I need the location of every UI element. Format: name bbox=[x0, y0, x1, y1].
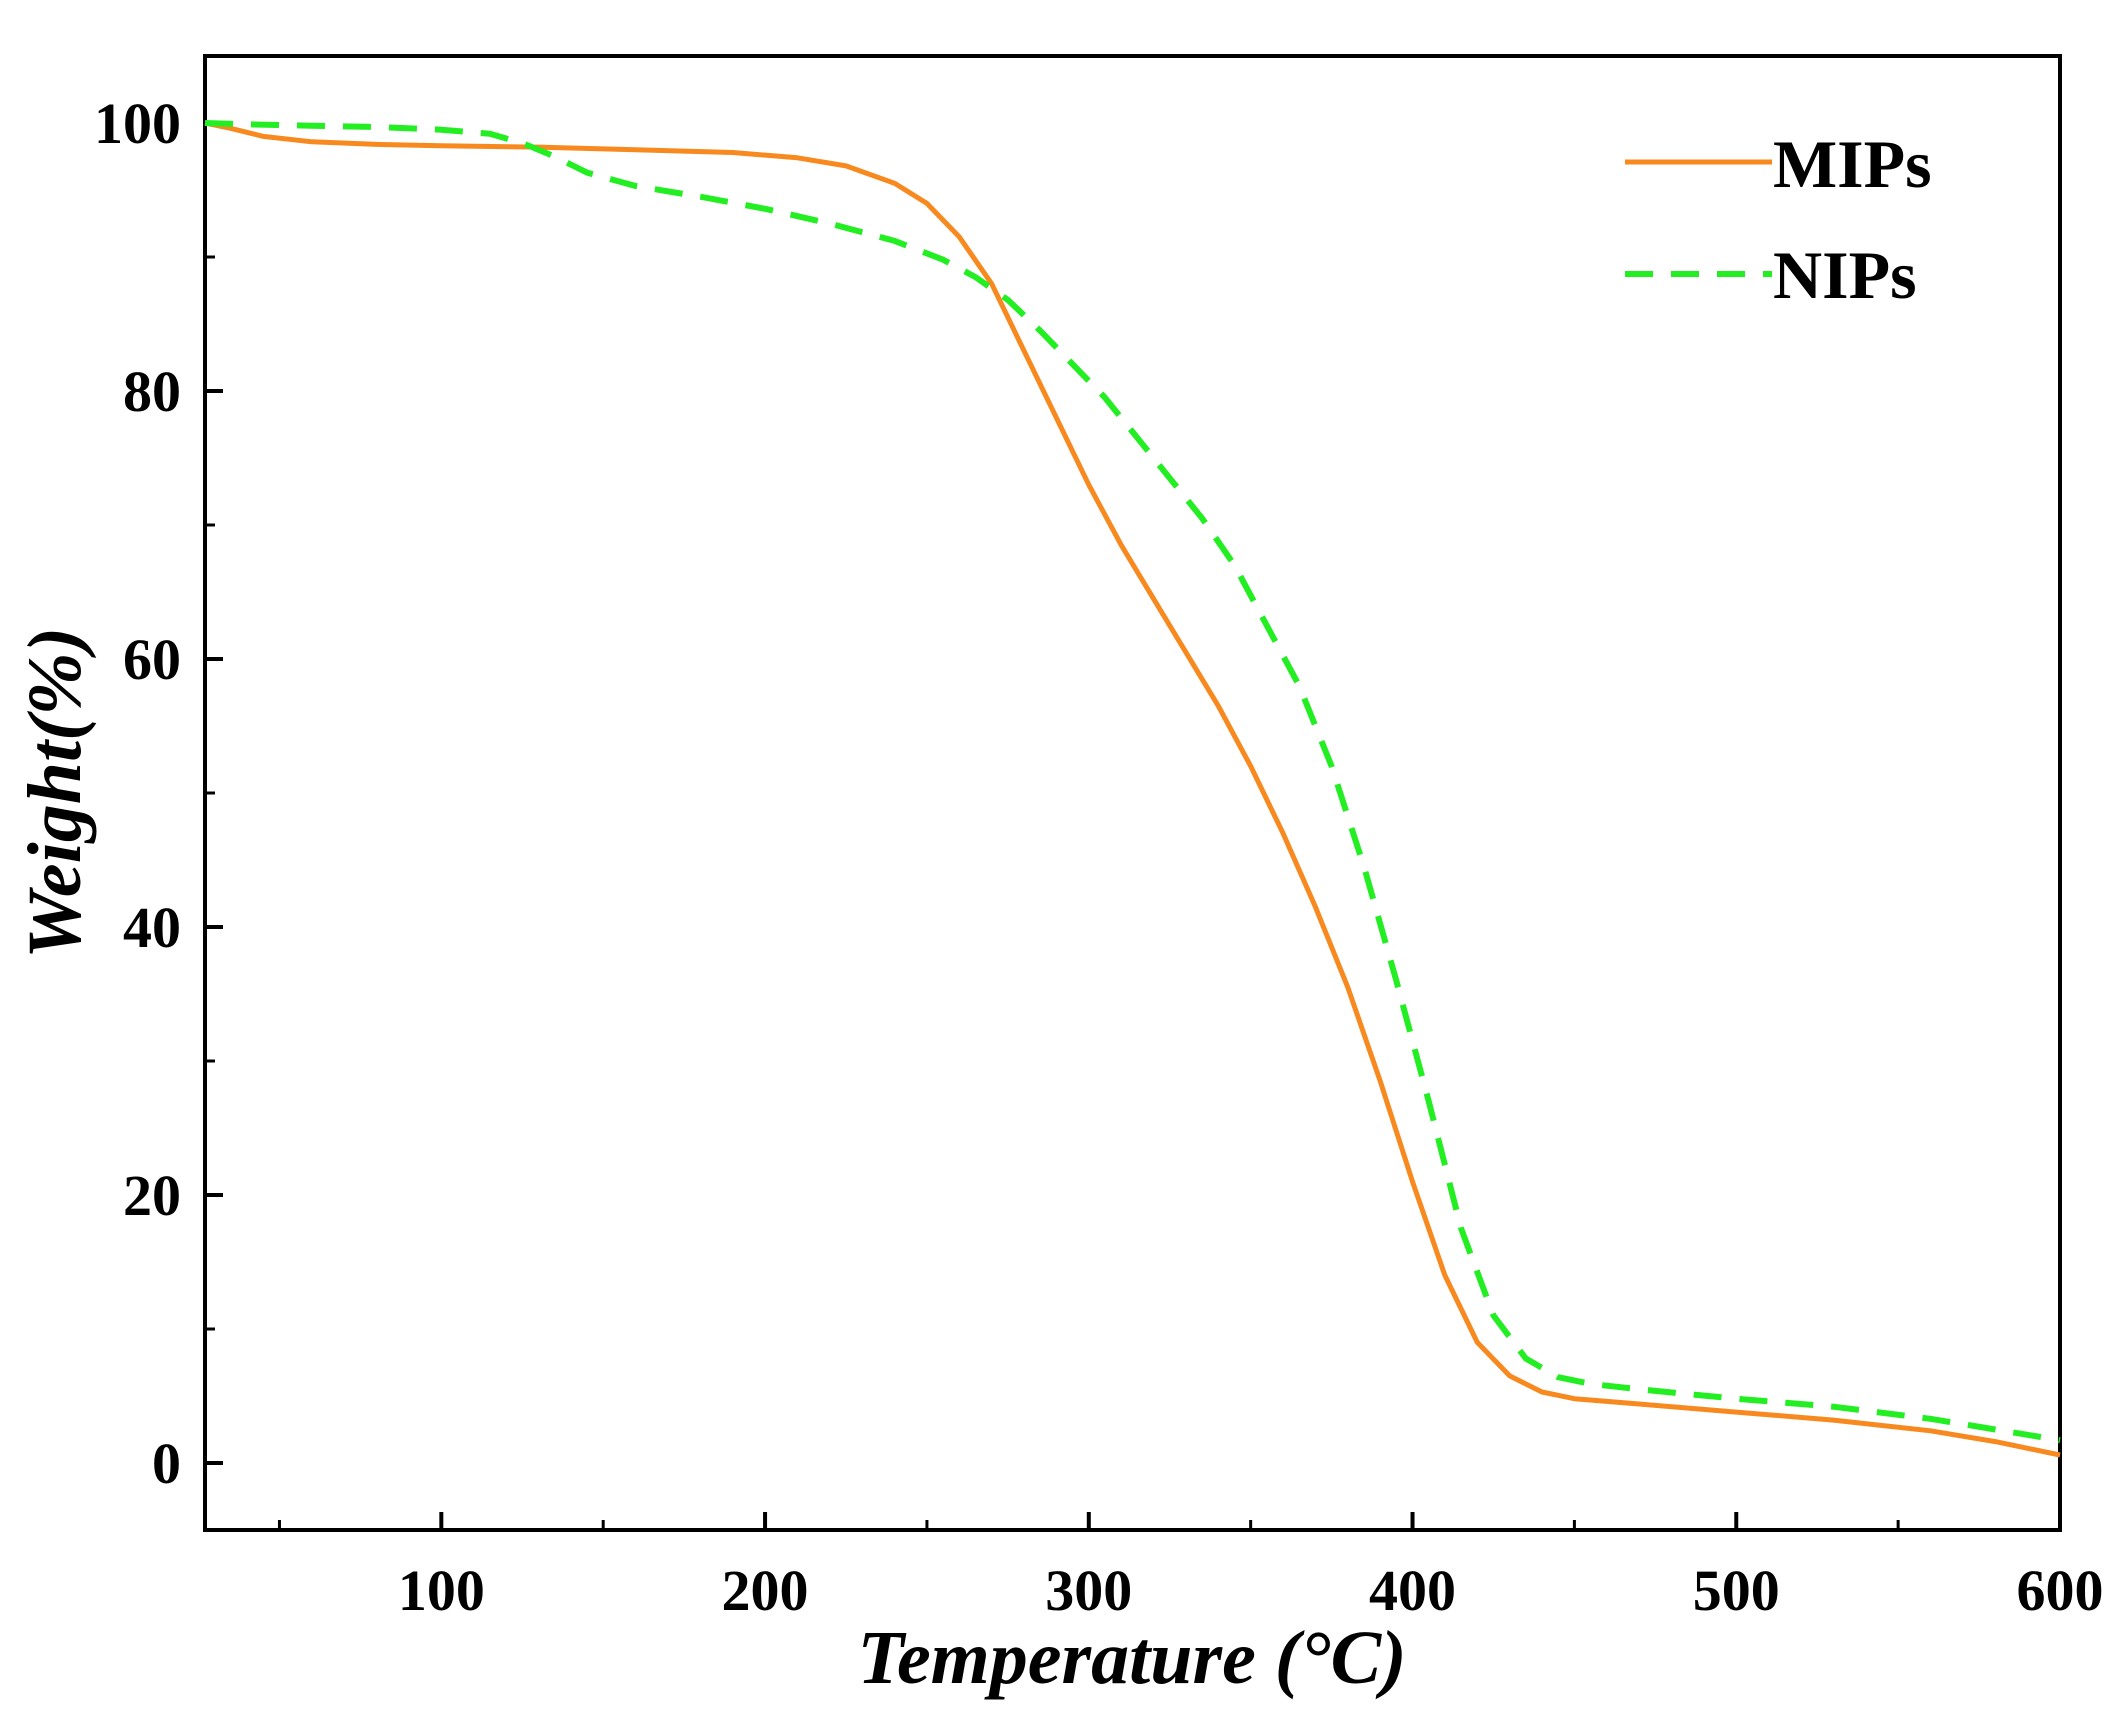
legend: MIPs NIPs bbox=[1625, 126, 1932, 313]
y-tick-label-0: 0 bbox=[152, 1431, 181, 1496]
y-tick-label-60: 60 bbox=[123, 627, 181, 692]
y-axis-title: Weight(%) bbox=[13, 627, 97, 959]
x-tick-label-600: 600 bbox=[2017, 1558, 2104, 1623]
x-tick-label-300: 300 bbox=[1045, 1558, 1132, 1623]
series-group bbox=[204, 120, 2061, 1458]
x-tick-label-500: 500 bbox=[1693, 1558, 1780, 1623]
x-axis-title: Temperature (°C) bbox=[858, 1616, 1407, 1700]
series-line-nips bbox=[204, 120, 2061, 1444]
x-tick-label-400: 400 bbox=[1369, 1558, 1456, 1623]
plot-area bbox=[203, 54, 2062, 1532]
x-tick-label-200: 200 bbox=[722, 1558, 809, 1623]
y-tick-label-80: 80 bbox=[123, 359, 181, 424]
x-axis-ticks: 100 200 300 400 500 600 bbox=[277, 1512, 2104, 1623]
x-tick-label-100: 100 bbox=[398, 1558, 485, 1623]
legend-label-mips: MIPs bbox=[1773, 126, 1932, 202]
legend-label-nips: NIPs bbox=[1773, 237, 1917, 313]
y-axis-ticks: 0 20 40 60 80 100 bbox=[94, 91, 223, 1496]
y-tick-label-40: 40 bbox=[123, 895, 181, 960]
series-line-mips bbox=[204, 120, 2061, 1458]
y-tick-label-20: 20 bbox=[123, 1163, 181, 1228]
y-tick-label-100: 100 bbox=[94, 91, 181, 156]
